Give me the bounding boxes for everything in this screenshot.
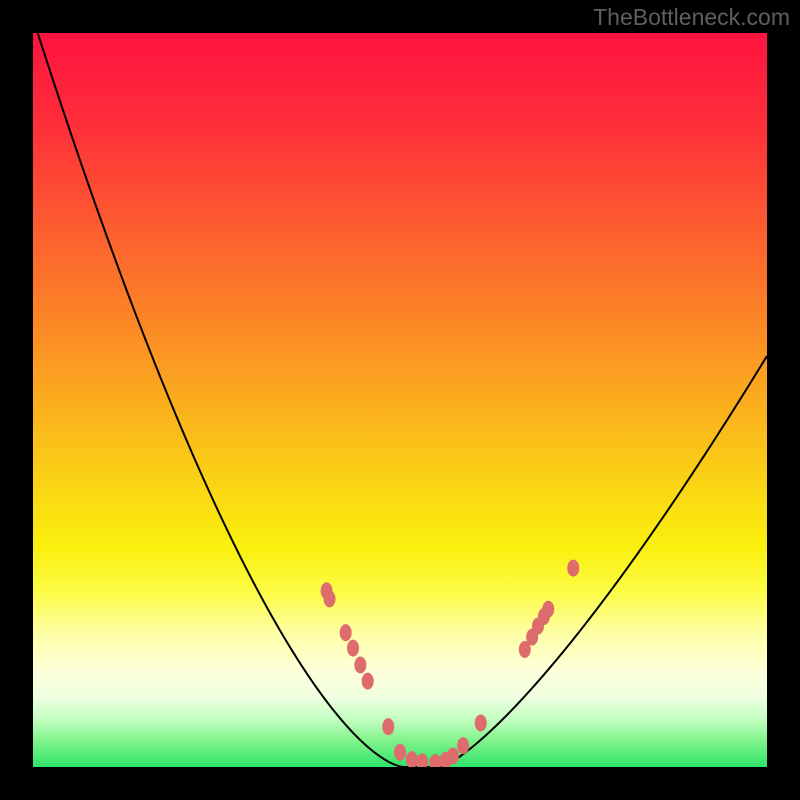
marker-dot bbox=[355, 657, 366, 673]
marker-dot bbox=[568, 560, 579, 576]
plot-background bbox=[33, 33, 767, 767]
marker-dot bbox=[475, 715, 486, 731]
marker-dot bbox=[362, 673, 373, 689]
marker-dot bbox=[395, 744, 406, 760]
marker-dot bbox=[324, 591, 335, 607]
marker-dot bbox=[430, 755, 441, 771]
marker-dot bbox=[447, 748, 458, 764]
watermark-text: TheBottleneck.com bbox=[593, 4, 790, 31]
stage: TheBottleneck.com bbox=[0, 0, 800, 800]
marker-dot bbox=[458, 738, 469, 754]
marker-dot bbox=[406, 752, 417, 768]
marker-dot bbox=[417, 754, 428, 770]
marker-dot bbox=[543, 601, 554, 617]
marker-dot bbox=[340, 625, 351, 641]
marker-dot bbox=[383, 719, 394, 735]
marker-dot bbox=[348, 640, 359, 656]
chart-svg bbox=[0, 0, 800, 800]
